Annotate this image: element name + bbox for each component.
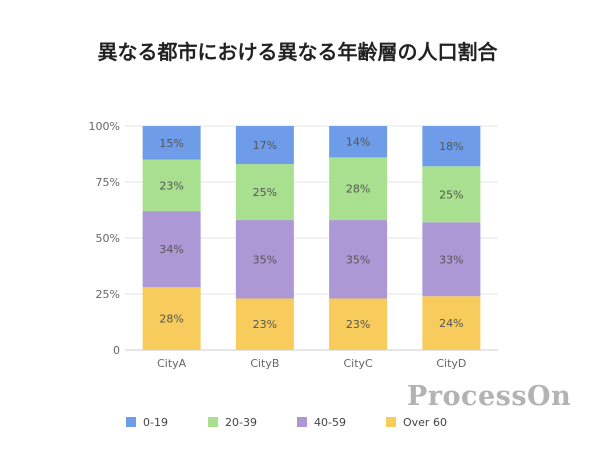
bar-segment [142,126,201,160]
bar-segment [329,220,388,299]
legend-label: 20-39 [225,416,257,429]
bar-segment [422,166,481,223]
bar-segment [329,126,388,158]
data-label: 23% [346,318,370,331]
watermark: ProcessOn [407,381,572,412]
x-tick-label: CityC [344,357,374,370]
data-label: 35% [346,253,370,266]
data-label: 23% [253,318,277,331]
data-label: 34% [159,243,183,256]
y-tick-label: 25% [96,288,120,301]
y-tick-label: 50% [96,232,120,245]
legend-label: 0-19 [143,416,168,429]
y-tick-label: 0 [113,344,120,357]
data-label: 18% [439,140,463,153]
y-tick-label: 75% [96,176,120,189]
legend-label: 40-59 [314,416,346,429]
chart-title: 異なる都市における異なる年齢層の人口割合 [97,40,498,64]
bar-segment [142,211,201,288]
bar-segment [422,126,481,167]
data-label: 28% [159,313,183,326]
bar-segment [142,159,201,212]
bar-segment [235,298,294,350]
legend-swatch [208,417,218,427]
bar-segment [329,157,388,221]
data-label: 25% [253,186,277,199]
data-label: 35% [253,253,277,266]
y-tick-label: 100% [89,120,120,133]
x-tick-label: CityB [250,357,279,370]
bar-segment [235,126,294,165]
bar-segment [235,164,294,221]
legend-swatch [126,417,136,427]
legend-swatch [386,417,396,427]
legend-label: Over 60 [403,416,447,429]
bar-segment [329,298,388,350]
data-label: 15% [159,137,183,150]
x-tick-label: CityD [436,357,466,370]
legend-swatch [297,417,307,427]
data-label: 24% [439,317,463,330]
x-tick-label: CityA [157,357,187,370]
data-label: 25% [439,188,463,201]
bar-segment [422,296,481,350]
bar-segment [235,220,294,299]
bar-segment [422,222,481,297]
data-label: 33% [439,253,463,266]
data-label: 23% [159,179,183,192]
data-label: 14% [346,136,370,149]
data-label: 28% [346,183,370,196]
data-label: 17% [253,139,277,152]
bar-segment [142,287,201,350]
